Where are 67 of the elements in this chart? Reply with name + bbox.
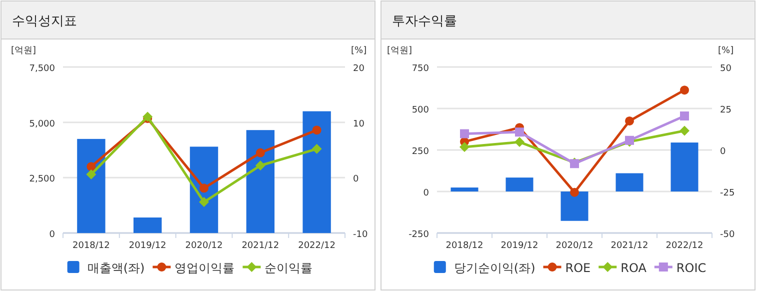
y-tick-label: -250 <box>408 230 430 240</box>
point <box>86 162 96 172</box>
legend-label: 영업이익률 <box>174 261 235 275</box>
bar <box>560 192 588 221</box>
x-tick-label: 2022/12 <box>298 241 336 251</box>
chart-title: 수익성지표 <box>12 14 77 29</box>
bar <box>246 130 274 233</box>
y2-tick-label: 20 <box>353 64 365 74</box>
x-tick-label: 2018/12 <box>72 241 110 251</box>
point <box>460 142 470 152</box>
y-tick-label: 0 <box>49 230 56 240</box>
y2-tick-label: 0 <box>720 147 726 157</box>
bar <box>670 142 698 192</box>
x-tick-label: 2022/12 <box>666 241 704 251</box>
point <box>312 126 322 135</box>
bar <box>134 218 162 233</box>
bar <box>450 188 478 192</box>
x-tick-label: 2018/12 <box>446 241 484 251</box>
point <box>515 128 524 137</box>
x-tick-label: 2021/12 <box>610 241 648 251</box>
point <box>199 197 209 208</box>
point <box>680 111 689 120</box>
y2-tick-label: 25 <box>720 106 732 116</box>
legend-label: 매출액(좌) <box>87 261 145 275</box>
point <box>680 126 690 136</box>
y-axis-title: [억원] <box>387 46 412 56</box>
y-tick-label: 5,000 <box>29 119 56 130</box>
point <box>680 86 689 95</box>
point <box>514 137 524 148</box>
x-tick-label: 2021/12 <box>242 241 280 251</box>
point <box>625 116 634 126</box>
y2-axis-title: [%] <box>718 46 734 56</box>
bar <box>506 178 534 192</box>
y2-tick-label: 0 <box>353 174 359 185</box>
y2-tick-label: 50 <box>720 64 732 74</box>
y-tick-label: 7,500 <box>29 64 56 74</box>
y2-axis-title: [%] <box>351 46 367 56</box>
x-tick-label: 2020/12 <box>185 241 223 251</box>
y2-tick-label: -10 <box>353 230 368 240</box>
legend-label: ROA <box>620 261 648 275</box>
point <box>200 184 208 193</box>
legend-label: ROE <box>565 261 591 275</box>
point <box>255 160 266 170</box>
point <box>86 169 96 180</box>
y-tick-label: 0 <box>423 188 430 198</box>
point <box>312 144 322 154</box>
bar <box>302 111 331 233</box>
bar <box>616 173 644 192</box>
y-tick-label: 500 <box>412 106 430 116</box>
chart-title: 투자수익률 <box>392 14 457 29</box>
y2-tick-label: -25 <box>720 188 735 198</box>
y2-tick-label: 10 <box>353 119 365 130</box>
legend-label: 당기순이익(좌) <box>454 261 536 275</box>
x-tick-label: 2019/12 <box>500 241 538 251</box>
y-tick-label: 250 <box>412 147 430 157</box>
x-tick-label: 2020/12 <box>556 241 594 251</box>
y-tick-label: 750 <box>412 64 430 74</box>
point <box>256 148 265 158</box>
point <box>570 188 579 197</box>
legend-label: ROIC <box>676 261 706 275</box>
y2-tick-label: -50 <box>720 230 735 240</box>
y-tick-label: 2,500 <box>29 174 56 185</box>
x-tick-label: 2019/12 <box>128 241 166 251</box>
y-axis-title: [억원] <box>11 46 36 56</box>
legend-label: 순이익률 <box>264 261 313 275</box>
bar <box>77 138 106 233</box>
point <box>460 129 469 138</box>
